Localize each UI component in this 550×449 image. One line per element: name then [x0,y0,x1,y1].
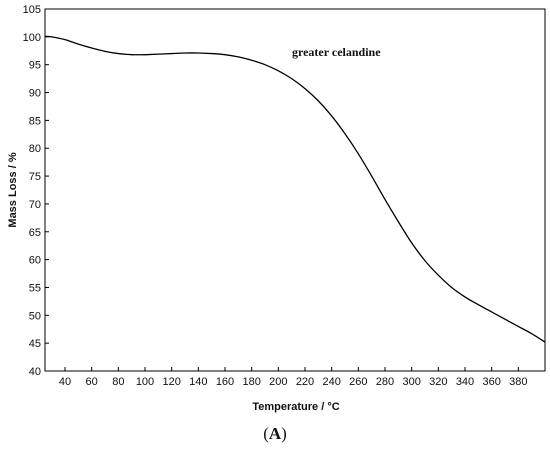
y-tick-label: 80 [29,143,41,155]
x-tick-label: 360 [482,376,500,388]
x-tick-label: 140 [189,376,207,388]
y-tick-label: 75 [29,171,41,183]
x-tick-label: 80 [112,376,124,388]
x-tick-label: 120 [162,376,180,388]
x-tick-label: 160 [216,376,234,388]
x-tick-label: 200 [269,376,287,388]
x-tick-label: 60 [86,376,98,388]
x-tick-label: 260 [349,376,367,388]
y-tick-label: 70 [29,199,41,211]
x-tick-label: 300 [402,376,420,388]
x-tick-label: 180 [242,376,260,388]
x-tick-label: 40 [59,376,71,388]
x-tick-label: 280 [376,376,394,388]
y-tick-label: 85 [29,115,41,127]
mass-loss-chart: 40 45 50 55 60 65 70 75 80 85 90 95 100 105 40 60 80 100… [7,4,546,413]
x-axis-title: Temperature / °C [252,401,339,413]
y-tick-label: 90 [29,88,41,100]
x-tick-label: 100 [136,376,154,388]
y-axis: 40 45 50 55 60 65 70 75 80 85 90 95 100 105 [23,4,49,378]
series-annotation: greater celandine [292,45,381,59]
y-tick-label: 60 [29,255,41,267]
series-line-greater-celandine [44,35,546,343]
y-tick-label: 50 [29,310,41,322]
y-axis-title: Mass Loss / % [7,152,19,227]
plot-area [44,8,546,372]
y-tick-label: 55 [29,282,41,294]
x-tick-label: 340 [456,376,474,388]
x-tick-label: 240 [322,376,340,388]
caption-letter: A [268,424,282,443]
y-tick-label: 95 [29,60,41,72]
y-tick-label: 100 [23,32,41,44]
figure-caption: (A) [0,424,550,444]
y-tick-label: 45 [29,338,41,350]
caption-open: ( [263,424,269,443]
y-tick-label: 105 [23,4,41,16]
y-tick-label: 40 [29,366,41,378]
y-tick-label: 65 [29,227,41,239]
x-tick-label: 220 [296,376,314,388]
x-tick-label: 320 [429,376,447,388]
x-axis: 40 60 80 100 120 140 160 180 200 220 240 260 280 300 3… [59,367,528,388]
x-tick-label: 380 [509,376,527,388]
caption-close: ) [281,424,287,443]
